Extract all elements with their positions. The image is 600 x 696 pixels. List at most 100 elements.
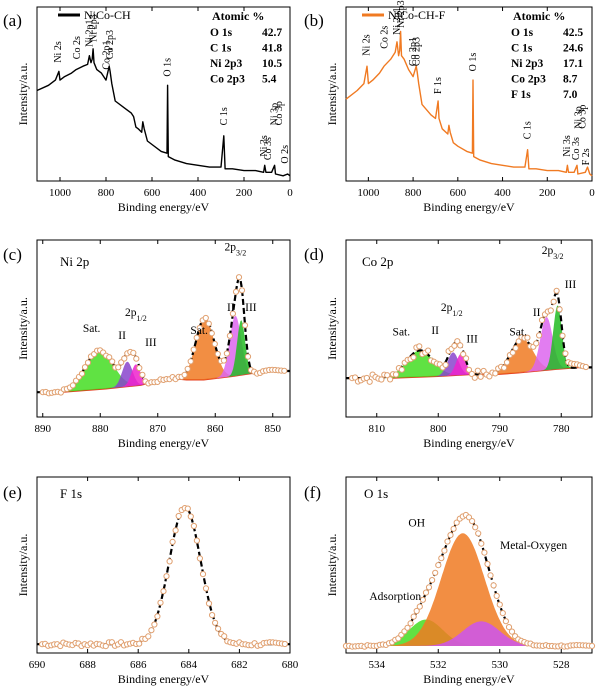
peak-label: II <box>227 302 235 314</box>
spectrum-line <box>345 30 593 177</box>
peak-label: III <box>466 334 478 346</box>
data-point <box>121 355 128 362</box>
element-label: Co 2p <box>362 254 393 269</box>
peak-label: II <box>431 325 439 337</box>
data-point <box>444 538 451 545</box>
peak-annotation: F 1s <box>433 77 444 94</box>
data-point <box>232 288 240 295</box>
data-point <box>505 624 513 631</box>
data-point <box>450 525 457 532</box>
data-point <box>588 642 596 650</box>
data-point <box>190 346 197 353</box>
x-tick-label: 600 <box>450 187 467 199</box>
peak-annotation: Ni 2p3 <box>396 0 407 28</box>
data-point <box>184 365 191 372</box>
data-point <box>202 314 209 322</box>
peak-annotation: Co 2p1 <box>408 37 419 66</box>
data-point <box>515 338 522 345</box>
panel-f: (f) 534 532 530 528 Binding energy/eV Intensit… <box>304 476 596 686</box>
data-point <box>202 585 210 592</box>
peak-label: Sat. <box>83 323 101 335</box>
peak-annotation: Ni 2s <box>362 34 373 56</box>
data-point <box>536 332 543 339</box>
data-point <box>229 310 236 317</box>
peak-label: Adsorption <box>369 591 421 603</box>
data-point <box>422 589 430 596</box>
data-point <box>463 355 470 362</box>
plot-frame <box>36 239 291 418</box>
table-value: 5.4 <box>262 74 277 86</box>
x-tick-label: 0 <box>287 187 293 199</box>
table-header: Atomic % <box>513 9 565 23</box>
peak-label: II <box>118 330 126 342</box>
data-point <box>429 577 436 584</box>
y-axis-label: Intensity/a.u. <box>325 63 339 126</box>
peak-annotation: O 1s <box>468 53 479 72</box>
data-point <box>215 625 222 632</box>
data-point <box>484 560 491 568</box>
data-point <box>145 633 152 640</box>
fit-component <box>346 619 592 646</box>
plot-frame <box>36 6 291 182</box>
x-tick-label: 0 <box>589 187 595 199</box>
data-point <box>187 358 194 365</box>
panel-label-f: (f) <box>304 483 321 502</box>
data-point <box>384 372 391 379</box>
panel-e: (e) 690 688 686 684 682 680 Binding energy/eV In… <box>3 476 299 686</box>
data-point <box>84 359 92 366</box>
data-point <box>550 298 557 305</box>
table-value: 24.6 <box>563 43 583 55</box>
data-point <box>472 524 479 531</box>
x-tick-label: 200 <box>539 187 556 199</box>
data-point <box>220 357 227 364</box>
x-tick-label: 790 <box>492 423 509 435</box>
data-point <box>442 361 449 368</box>
data-point <box>214 350 221 358</box>
peak-annotation: Co 3s <box>263 137 274 160</box>
data-point <box>205 600 213 607</box>
data-point <box>109 358 116 365</box>
element-label: F 1s <box>60 486 82 501</box>
data-point <box>175 512 182 520</box>
peak-label-sub: 3/2 <box>236 248 246 257</box>
data-point <box>469 518 476 525</box>
data-point <box>193 537 200 544</box>
x-axis-label: Binding energy/eV <box>423 200 515 214</box>
table-element: Ni 2p3 <box>511 58 544 70</box>
data-point <box>508 628 516 635</box>
data-point <box>118 359 125 366</box>
data-point <box>404 624 411 631</box>
spectrum-line <box>36 48 291 177</box>
peak-annotation: Ni 3s <box>562 135 573 157</box>
data-point <box>139 371 146 378</box>
fit-component <box>346 533 592 646</box>
background-line <box>59 370 273 393</box>
panel-label-c: (c) <box>3 245 22 264</box>
data-point <box>223 350 230 357</box>
data-point <box>205 320 212 327</box>
data-point <box>501 364 508 371</box>
data-point <box>496 601 503 608</box>
x-tick-label: 530 <box>492 659 509 671</box>
data-point <box>392 371 400 378</box>
data-point <box>410 613 417 620</box>
table-header: Atomic % <box>212 9 264 23</box>
data-point <box>148 627 155 634</box>
peak-label: III <box>245 302 257 314</box>
x-tick-label: 810 <box>369 423 386 435</box>
data-point <box>151 621 158 628</box>
data-point <box>366 378 373 385</box>
table-value: 42.5 <box>563 27 583 39</box>
fit-component <box>346 621 592 646</box>
data-point <box>492 370 499 377</box>
peak-annotation: Ni 2p1 <box>392 7 403 35</box>
table-value: 41.8 <box>262 43 282 55</box>
data-point <box>163 573 170 580</box>
data-point <box>471 374 478 381</box>
data-point <box>425 347 432 354</box>
table-value: 42.7 <box>262 27 282 39</box>
data-point <box>208 330 215 337</box>
legend-label: NiCo-CH-F <box>388 8 446 22</box>
data-point <box>241 322 249 329</box>
x-axis-label: Binding energy/eV <box>423 672 515 686</box>
